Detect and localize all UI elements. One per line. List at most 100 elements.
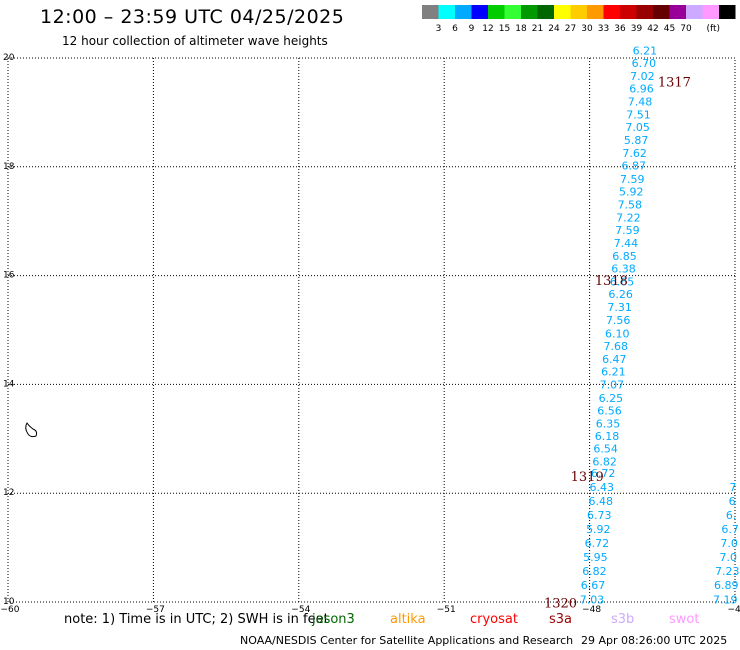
colorbar-tick-label: 21: [532, 24, 543, 34]
wave-height-label: 6.47: [602, 353, 627, 366]
colorbar-tick-label: 36: [614, 24, 626, 34]
wave-height-label: 6.56: [597, 405, 622, 418]
wave-height-label: 6.72: [585, 537, 610, 550]
wave-height-label: 7.0: [719, 551, 737, 564]
satellite-label-s3a: s3a: [549, 612, 573, 627]
colorbar-tick-label: 42: [647, 24, 658, 34]
colorbar-swatch: [471, 5, 488, 19]
colorbar-swatch: [719, 5, 736, 19]
wave-height-label: 5.92: [619, 185, 644, 198]
wave-height-label: 6.: [726, 509, 737, 522]
colorbar-swatch: [669, 5, 686, 19]
wave-height-label: 7.31: [607, 301, 632, 314]
wave-height-label: 7.59: [620, 173, 645, 186]
wave-height-label: 7.0: [720, 537, 738, 550]
colorbar-unit-label: (ft): [707, 24, 721, 34]
wave-height-label: 6.26: [608, 288, 633, 301]
colorbar-legend: 3 6 9 12 15 18 21 24 27 30 33 36 39 42 45 70 (ft): [422, 5, 736, 34]
x-tick-label: −57: [146, 605, 165, 615]
wave-height-label: 5.92: [586, 523, 611, 536]
altimeter-map-plot: −60−57−54−51−48−451012141618207.036.676.…: [1, 44, 740, 615]
colorbar-swatch: [587, 5, 604, 19]
x-tick-label: −60: [1, 605, 20, 615]
wave-height-label: 6.82: [592, 456, 617, 469]
colorbar-swatch: [570, 5, 587, 19]
colorbar-swatch: [620, 5, 637, 19]
wave-height-label: 7.68: [604, 340, 629, 353]
colorbar-swatch: [603, 5, 620, 19]
wave-height-label: 6.18: [595, 430, 620, 443]
colorbar-tick-label: 18: [515, 24, 527, 34]
y-tick-label: 16: [3, 271, 15, 281]
wave-height-label: 7.51: [626, 109, 651, 122]
satellite-label-s3b: s3b: [611, 612, 635, 627]
time-label: 1320: [544, 597, 577, 612]
island-coastline: [25, 422, 38, 438]
satellite-label-cryosat: cryosat: [470, 612, 518, 627]
time-label: 1319: [571, 470, 604, 485]
colorbar-swatch: [455, 5, 472, 19]
wave-height-label: 6.21: [601, 365, 626, 378]
colorbar-tick-label: 24: [548, 24, 560, 34]
wave-height-label: 6: [729, 495, 736, 508]
credit-text: NOAA/NESDIS Center for Satellite Applica…: [240, 634, 574, 647]
wave-height-label: 7.56: [606, 314, 631, 327]
y-tick-label: 20: [3, 53, 15, 63]
wave-height-label: 7.48: [628, 96, 653, 109]
wave-height-label: 6.85: [612, 250, 637, 263]
x-tick-label: −45: [728, 605, 740, 615]
wave-height-label: 7.23: [715, 565, 740, 578]
colorbar-tick-label: 12: [482, 24, 493, 34]
plot-frame: [7, 57, 736, 603]
chart-title: 12:00 – 23:59 UTC 04/25/2025: [40, 6, 345, 28]
wave-height-label: 7.22: [616, 211, 641, 224]
wave-height-label: 6.87: [621, 160, 646, 173]
colorbar-swatch: [653, 5, 670, 19]
wave-height-label: 6.43: [589, 481, 614, 494]
wave-height-label: 6.7: [721, 523, 739, 536]
wave-height-label: 6.21: [633, 44, 658, 57]
wave-height-label: 6.48: [588, 495, 613, 508]
colorbar-swatch: [521, 5, 538, 19]
colorbar-swatch: [702, 5, 719, 19]
time-label: 1318: [595, 274, 628, 289]
colorbar-tick-label: 39: [631, 24, 643, 34]
wave-height-label: 6.54: [593, 443, 618, 456]
wave-height-label: 7.03: [580, 593, 605, 606]
colorbar-swatch: [504, 5, 521, 19]
y-tick-label: 12: [3, 488, 14, 498]
colorbar-swatch: [488, 5, 505, 19]
wave-height-label: 5.87: [624, 134, 649, 147]
colorbar-swatch: [686, 5, 703, 19]
satellite-label-jason3: jason3: [312, 612, 355, 627]
wave-height-label: 7.19: [713, 593, 738, 606]
wave-height-label: 7.05: [625, 121, 650, 134]
x-tick-label: −48: [582, 605, 601, 615]
wave-height-label: 7.44: [614, 237, 639, 250]
wave-height-label: 7.07: [600, 378, 625, 391]
footer-note: note: 1) Time is in UTC; 2) SWH is in fe…: [64, 612, 329, 627]
wave-height-label: 6.96: [629, 82, 654, 95]
y-tick-label: 14: [3, 379, 15, 389]
wave-height-label: 6.10: [605, 327, 630, 340]
wave-height-label: 7.02: [630, 70, 655, 83]
colorbar-swatch: [554, 5, 571, 19]
colorbar-swatch: [422, 5, 439, 19]
colorbar-swatch: [438, 5, 455, 19]
colorbar-swatch: [537, 5, 554, 19]
wave-height-label: 6.38: [611, 263, 636, 276]
satellite-label-swot: swot: [669, 612, 700, 627]
wave-height-label: 6.89: [714, 579, 739, 592]
wave-height-label: 6.82: [582, 565, 607, 578]
satellite-label-altika: altika: [390, 612, 426, 627]
wave-height-label: 6.73: [587, 509, 612, 522]
colorbar-tick-label: 45: [664, 24, 675, 34]
wave-height-label: 5.95: [583, 551, 608, 564]
time-label: 1317: [658, 75, 691, 90]
y-tick-label: 10: [3, 597, 15, 607]
colorbar-tick-label: 27: [565, 24, 576, 34]
wave-height-label: 7.58: [618, 198, 643, 211]
colorbar-tick-label: 6: [452, 24, 458, 34]
colorbar-tick-label: 3: [436, 24, 442, 34]
x-tick-label: −51: [437, 605, 456, 615]
